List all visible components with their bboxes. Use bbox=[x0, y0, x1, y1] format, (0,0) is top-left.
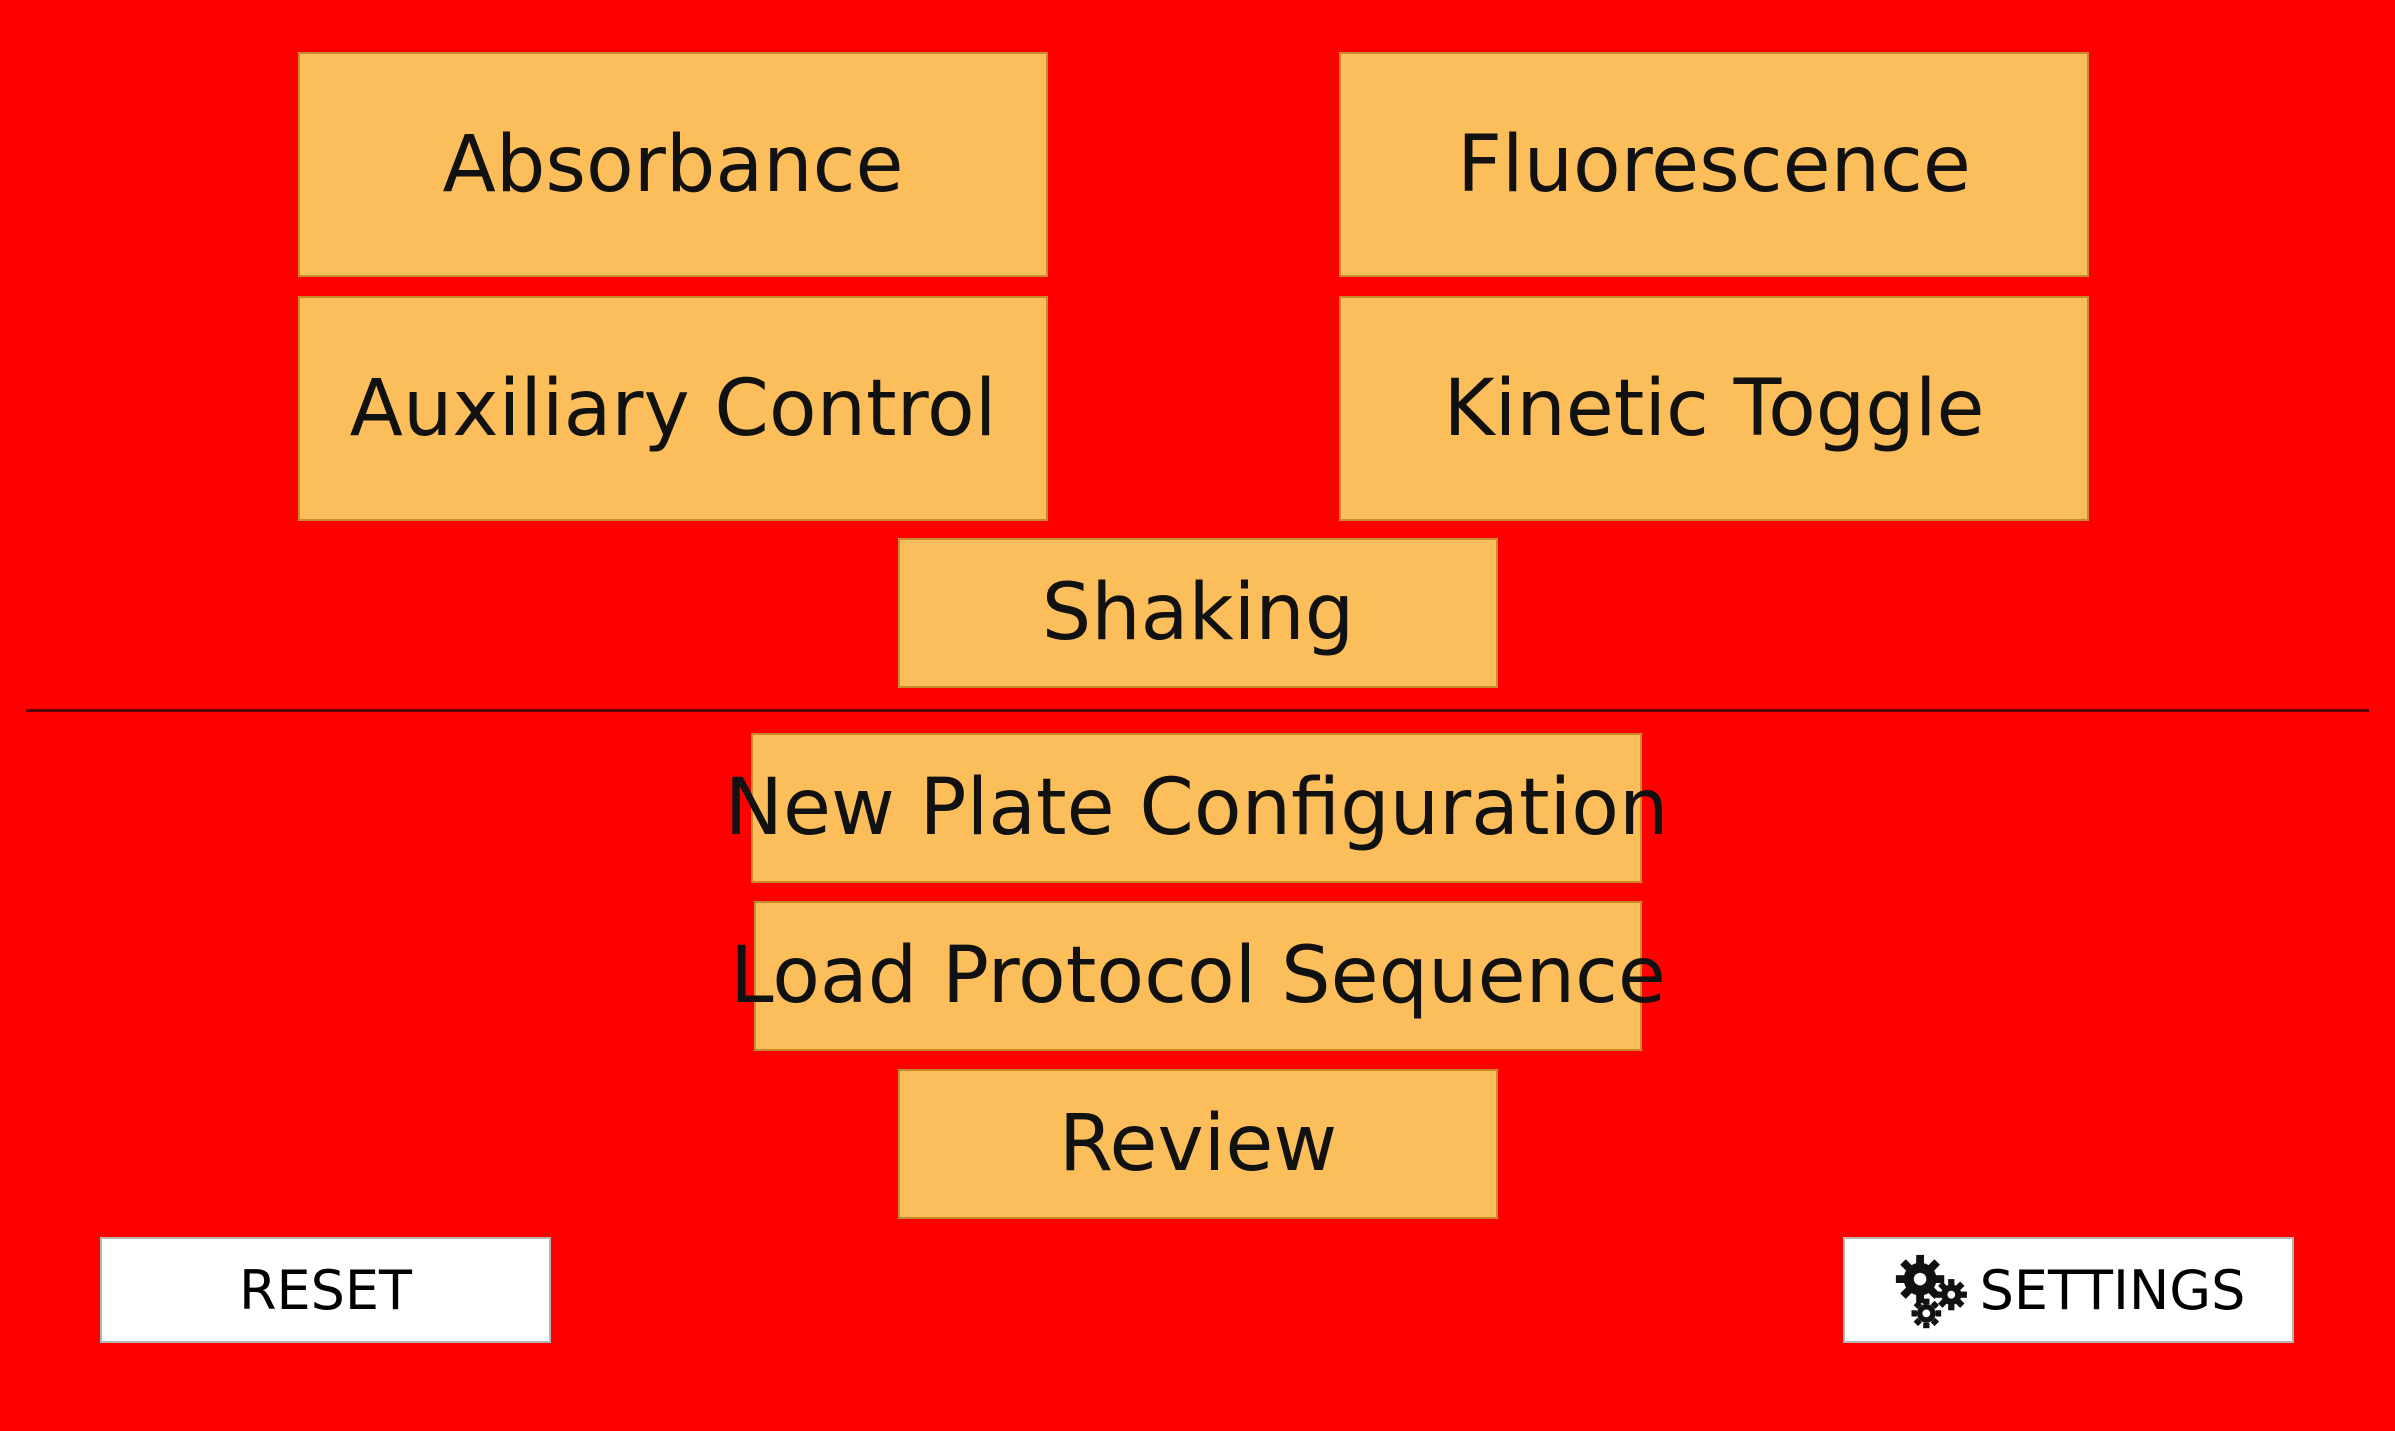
fluorescence-label: Fluorescence bbox=[1457, 119, 1971, 210]
absorbance-label: Absorbance bbox=[442, 119, 904, 210]
new-plate-configuration-button[interactable]: New Plate Configuration bbox=[725, 733, 1668, 883]
section-divider bbox=[26, 709, 2369, 712]
reset-button[interactable]: RESET bbox=[100, 1237, 551, 1343]
load-protocol-sequence-button[interactable]: Load Protocol Sequence bbox=[730, 901, 1666, 1051]
new-plate-configuration-label: New Plate Configuration bbox=[724, 763, 1669, 853]
auxiliary-control-label: Auxiliary Control bbox=[349, 363, 997, 454]
fluorescence-button[interactable]: Fluorescence bbox=[1339, 52, 2089, 277]
gears-icon bbox=[1892, 1251, 1970, 1329]
auxiliary-control-button[interactable]: Auxiliary Control bbox=[298, 296, 1048, 521]
settings-button[interactable]: SETTINGS bbox=[1843, 1237, 2294, 1343]
kinetic-toggle-label: Kinetic Toggle bbox=[1443, 363, 1985, 454]
review-label: Review bbox=[1058, 1099, 1338, 1189]
settings-label: SETTINGS bbox=[1979, 1258, 2246, 1322]
shaking-label: Shaking bbox=[1041, 568, 1355, 658]
load-protocol-sequence-label: Load Protocol Sequence bbox=[730, 931, 1666, 1021]
kinetic-toggle-button[interactable]: Kinetic Toggle bbox=[1339, 296, 2089, 521]
absorbance-button[interactable]: Absorbance bbox=[298, 52, 1048, 277]
shaking-button[interactable]: Shaking bbox=[898, 538, 1498, 688]
review-button[interactable]: Review bbox=[898, 1069, 1498, 1219]
reset-label: RESET bbox=[238, 1258, 413, 1322]
